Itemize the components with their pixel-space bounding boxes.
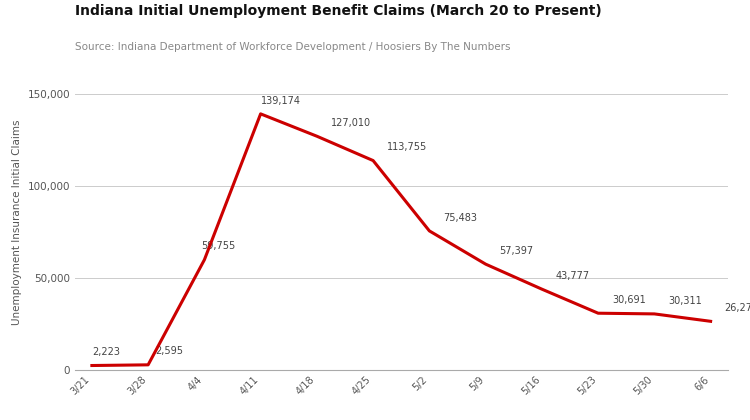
Text: 113,755: 113,755 <box>387 142 427 152</box>
Text: 43,777: 43,777 <box>556 271 590 281</box>
Text: 139,174: 139,174 <box>261 95 301 105</box>
Text: 30,691: 30,691 <box>612 295 646 305</box>
Text: Source: Indiana Department of Workforce Development / Hoosiers By The Numbers: Source: Indiana Department of Workforce … <box>75 42 511 52</box>
Text: 59,755: 59,755 <box>202 241 236 252</box>
Text: 2,595: 2,595 <box>155 346 183 357</box>
Text: 2,223: 2,223 <box>92 347 120 357</box>
Text: 57,397: 57,397 <box>500 246 534 256</box>
Y-axis label: Unemployment Insurance Initial Claims: Unemployment Insurance Initial Claims <box>12 120 22 326</box>
Text: Indiana Initial Unemployment Benefit Claims (March 20 to Present): Indiana Initial Unemployment Benefit Cla… <box>75 4 602 18</box>
Text: 30,311: 30,311 <box>668 296 702 306</box>
Text: 26,278: 26,278 <box>724 303 750 313</box>
Text: 127,010: 127,010 <box>331 118 371 128</box>
Text: 75,483: 75,483 <box>443 213 477 223</box>
